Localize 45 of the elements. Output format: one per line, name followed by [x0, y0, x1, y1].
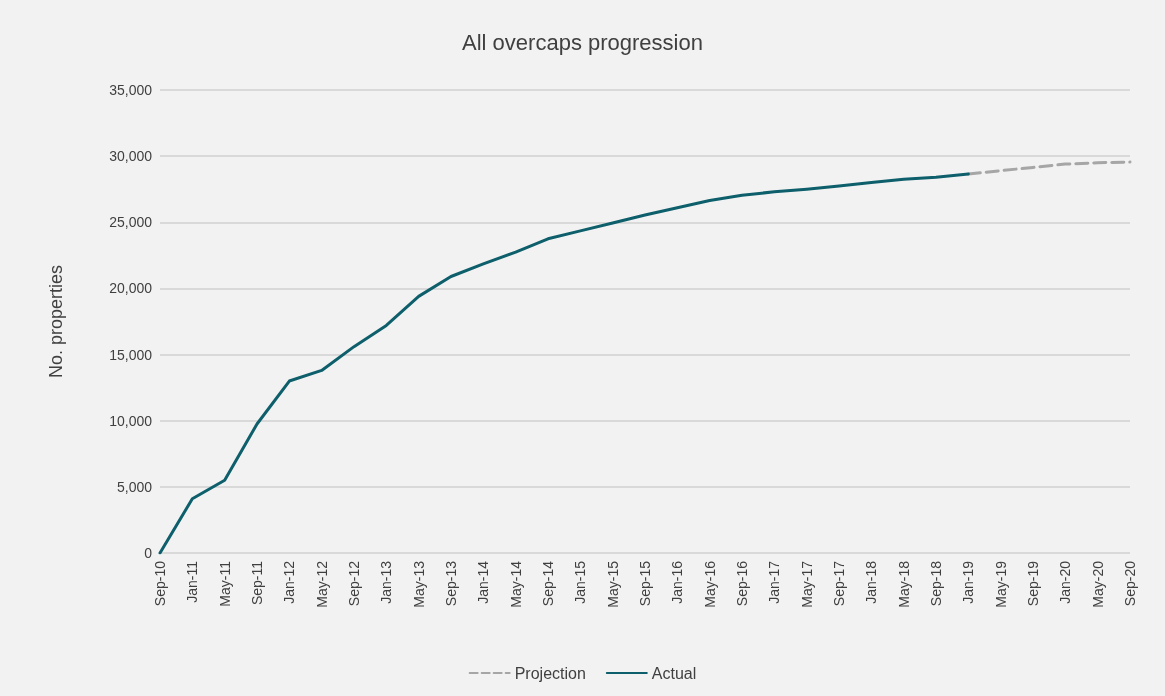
x-tick-label: Sep-10	[152, 560, 168, 607]
x-tick-label: May-17	[798, 560, 815, 608]
x-tick-label: Jan-17	[766, 560, 783, 604]
x-tick-label: May-18	[895, 560, 912, 608]
y-tick-label: 35,000	[109, 82, 153, 98]
x-tick-label: Sep-13	[443, 560, 459, 607]
x-tick-label: Jan-12	[281, 560, 298, 604]
x-tick-label: Sep-16	[734, 560, 750, 607]
legend-label: Actual	[651, 664, 697, 682]
y-axis-title: No. properties	[46, 264, 66, 379]
y-tick-label: 5,000	[116, 478, 153, 495]
y-tick-label: 15,000	[109, 346, 153, 363]
x-tick-label: Jan-11	[184, 560, 201, 603]
line-series	[158, 172, 970, 555]
x-tick-label: Jan-19	[960, 560, 977, 604]
x-tick-label: Sep-11	[249, 560, 265, 606]
y-tick-label: 30,000	[109, 148, 153, 165]
x-tick-label: Sep-20	[1122, 560, 1138, 607]
x-tick-label: Jan-20	[1057, 560, 1074, 604]
x-tick-label: Sep-18	[928, 560, 944, 607]
x-tick-label: Sep-12	[346, 560, 362, 607]
x-tick-label: May-20	[1089, 560, 1106, 608]
chart-title: All overcaps progression	[462, 29, 703, 55]
x-tick-label: May-16	[701, 560, 718, 608]
x-tick-label: Jan-14	[475, 560, 492, 604]
y-tick-label: 10,000	[109, 412, 153, 429]
y-tick-label: 25,000	[109, 214, 153, 231]
y-tick-label: 0	[144, 545, 153, 561]
x-tick-label: May-19	[992, 560, 1009, 608]
x-tick-label: Jan-13	[378, 560, 395, 604]
y-tick-label: 20,000	[109, 280, 153, 297]
x-tick-label: Sep-14	[540, 560, 556, 607]
legend-label: Projection	[514, 664, 586, 682]
x-tick-label: Jan-18	[863, 560, 880, 604]
x-tick-label: May-12	[313, 560, 330, 608]
x-tick-label: May-15	[604, 560, 621, 608]
x-tick-label: May-11	[216, 560, 233, 607]
x-tick-label: Jan-15	[572, 560, 589, 604]
x-tick-label: Sep-19	[1025, 560, 1041, 607]
x-tick-label: Sep-17	[831, 560, 847, 607]
line-series	[966, 160, 1132, 176]
x-tick-label: May-14	[507, 560, 524, 608]
x-tick-label: Sep-15	[637, 560, 653, 607]
x-tick-label: May-13	[410, 560, 427, 608]
x-tick-label: Jan-16	[669, 560, 686, 604]
